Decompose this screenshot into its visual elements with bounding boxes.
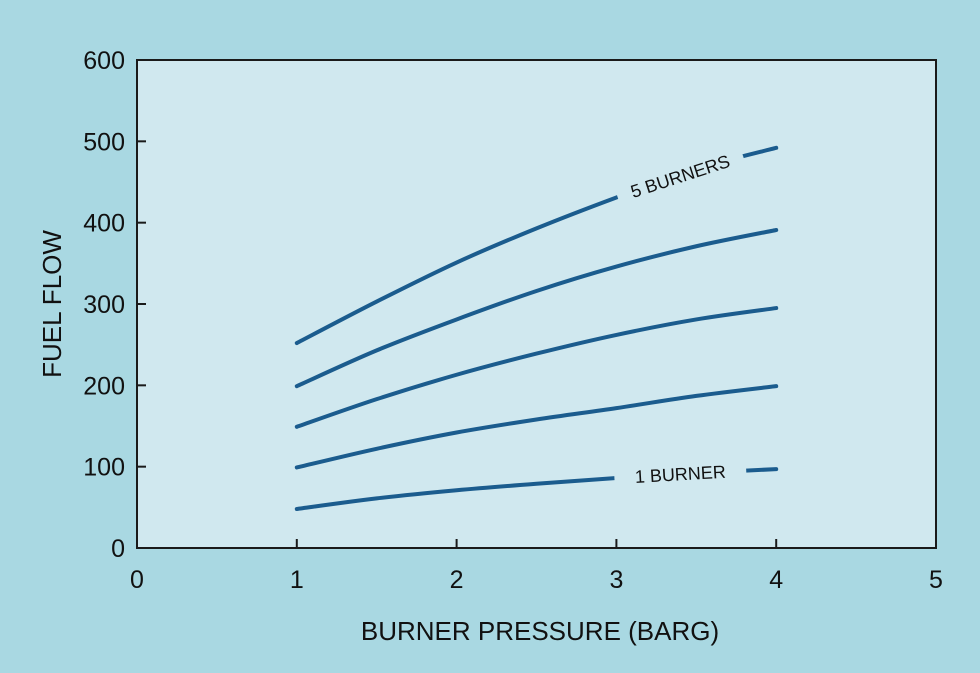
series-line-4 <box>294 227 779 389</box>
label-gap <box>613 144 747 209</box>
y-tick-label: 400 <box>83 210 125 238</box>
y-tick-label: 0 <box>111 535 125 563</box>
series-line-3 <box>294 306 779 429</box>
x-tick-label: 3 <box>609 566 623 594</box>
series-group <box>294 144 779 511</box>
series-line-2 <box>294 384 779 470</box>
plot-area <box>137 60 936 548</box>
y-tick-label: 500 <box>83 128 125 156</box>
x-tick-label: 2 <box>450 566 464 594</box>
x-tick-label: 1 <box>290 566 304 594</box>
x-tick-label: 5 <box>929 566 943 594</box>
y-tick-label: 300 <box>83 291 125 319</box>
y-tick-label: 200 <box>83 372 125 400</box>
x-axis-title: BURNER PRESSURE (BARG) <box>361 616 719 646</box>
y-axis-title: FUEL FLOW <box>37 230 67 378</box>
y-tick-label: 100 <box>83 454 125 482</box>
plot-frame <box>136 59 937 549</box>
y-tick-label: 600 <box>83 47 125 75</box>
x-tick-label: 4 <box>769 566 783 594</box>
label-gap <box>613 458 747 491</box>
axis-ticks: 0 1 2 3 4 5 0 100 200 300 400 500 600 <box>83 47 943 594</box>
x-tick-label: 0 <box>130 566 144 594</box>
